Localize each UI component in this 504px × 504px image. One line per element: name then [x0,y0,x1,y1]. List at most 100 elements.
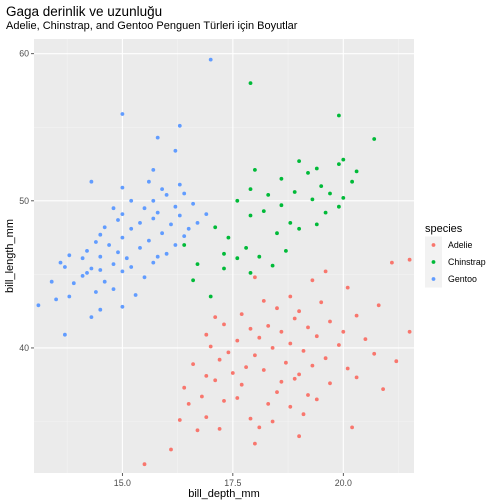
point-gentoo [120,235,125,240]
point-gentoo [124,256,129,261]
point-adelie [306,325,310,330]
major-gridlines [34,39,414,473]
point-chinstrap [350,179,354,184]
point-adelie [328,381,332,386]
legend-symbol-gentoo [431,277,436,281]
point-gentoo [98,307,103,312]
legend-title: species [425,223,463,235]
point-adelie [186,402,191,406]
point-adelie [328,319,332,324]
point-chinstrap [195,262,200,266]
point-chinstrap [306,171,310,175]
point-gentoo [67,253,72,258]
legend-label-adelie: Adelie [448,240,473,250]
point-adelie [257,425,262,430]
point-adelie [323,269,328,274]
point-chinstrap [372,137,377,141]
point-gentoo [182,191,187,196]
point-gentoo [164,193,169,197]
point-adelie [275,306,279,311]
point-gentoo [204,212,209,217]
point-gentoo [111,262,116,266]
point-gentoo [160,231,165,236]
point-adelie [288,341,293,346]
point-chinstrap [328,191,332,196]
point-adelie [230,371,235,375]
point-adelie [341,329,346,334]
point-gentoo [147,238,151,243]
point-adelie [288,404,293,409]
point-gentoo [129,198,134,203]
point-chinstrap [213,225,218,230]
legend-symbol-chinstrap [431,260,436,264]
point-chinstrap [337,113,341,118]
point-adelie [217,357,222,362]
point-adelie [310,278,315,283]
point-gentoo [208,57,213,62]
point-adelie [142,462,147,467]
point-gentoo [182,234,187,239]
point-adelie [292,316,297,321]
point-adelie [381,387,385,391]
point-gentoo [120,212,125,217]
point-adelie [204,374,209,378]
point-adelie [372,351,377,356]
point-adelie [261,299,266,303]
point-adelie [288,294,293,299]
x-axis-title: bill_depth_mm [188,488,260,500]
point-adelie [301,349,306,353]
point-gentoo [89,179,94,184]
point-chinstrap [279,176,284,181]
point-adelie [182,385,187,390]
point-chinstrap [248,187,253,192]
point-adelie [314,334,319,339]
point-gentoo [94,290,98,294]
plot-panel [34,39,414,473]
chart-subtitle: Adelie, Chinstrap, and Gentoo Penguen Tü… [6,20,298,32]
point-gentoo [111,206,116,211]
point-adelie [244,365,249,369]
point-gentoo [160,187,165,192]
point-gentoo [191,201,196,206]
point-adelie [253,353,257,358]
point-adelie [297,309,301,314]
point-gentoo [49,279,54,284]
point-chinstrap [279,203,284,208]
data-points [36,57,412,467]
point-gentoo [58,260,63,265]
point-chinstrap [341,157,346,162]
point-gentoo [94,240,98,244]
point-chinstrap [297,226,301,231]
point-gentoo [129,265,134,269]
point-chinstrap [261,209,266,214]
point-gentoo [155,135,160,140]
x-tick-label: 17.5 [224,478,241,488]
point-gentoo [71,281,76,286]
point-adelie [345,366,350,371]
point-adelie [222,322,226,327]
point-gentoo [107,243,111,247]
point-gentoo [85,271,89,275]
point-chinstrap [226,235,231,240]
y-tick-label: 60 [19,49,29,59]
point-chinstrap [297,159,301,164]
point-adelie [239,312,244,316]
point-chinstrap [182,243,187,247]
point-adelie [306,393,310,397]
point-adelie [253,275,257,280]
point-gentoo [173,204,178,209]
point-gentoo [195,221,200,225]
point-adelie [261,368,266,372]
point-adelie [226,350,231,355]
point-gentoo [54,297,58,302]
point-adelie [266,324,271,328]
point-adelie [319,300,324,305]
point-adelie [257,335,262,340]
point-adelie [350,425,354,430]
point-chinstrap [270,263,275,268]
point-adelie [279,379,284,384]
point-gentoo [120,304,125,309]
point-adelie [217,427,222,431]
point-adelie [323,356,328,361]
